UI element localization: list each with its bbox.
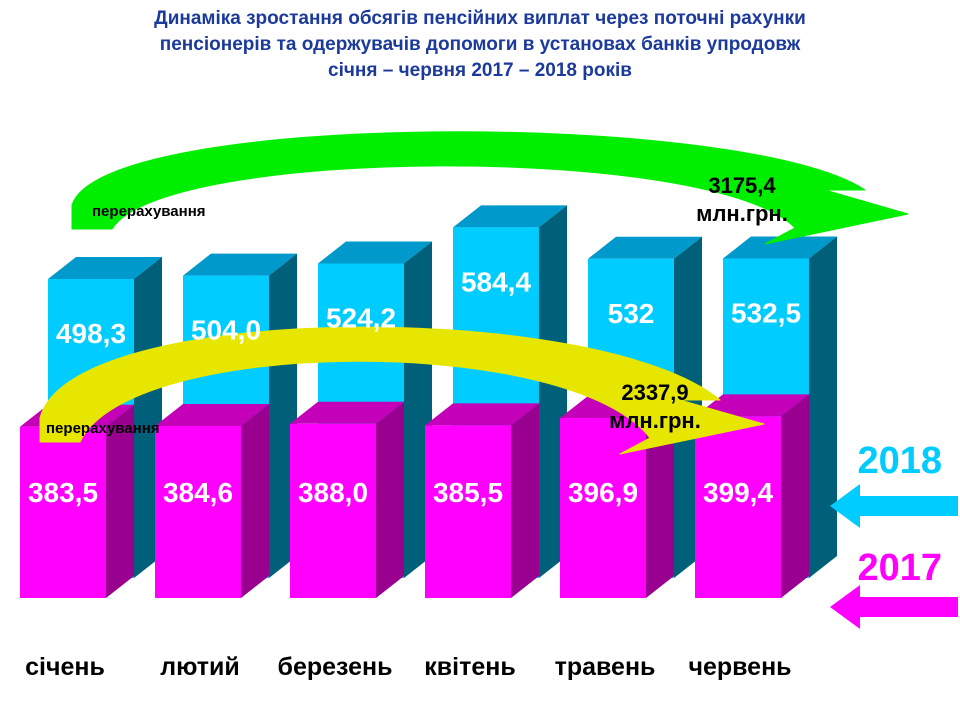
bar-top-face — [723, 236, 837, 259]
legend-label: 2017 — [857, 547, 942, 589]
legend: 2018 2017 — [830, 440, 958, 629]
bar-side-face — [511, 403, 539, 598]
legend-arrow-icon — [830, 484, 958, 528]
bar-top-face — [695, 394, 809, 417]
legend-item-2018: 2018 — [830, 440, 958, 528]
bar-2017-1 — [20, 404, 134, 598]
bar-top-face — [318, 241, 432, 264]
arrows-layer: перерахування3175,4млн.грн.перерахування… — [39, 131, 909, 455]
recalculation-label: перерахування — [46, 420, 160, 437]
legend-item-2017: 2017 — [830, 547, 958, 629]
bar-2017-6 — [695, 394, 809, 598]
total-unit-label: млн.грн. — [696, 201, 788, 226]
bar-side-face — [809, 236, 837, 578]
month-label: травень — [555, 653, 656, 681]
value-label-2018: 504,0 — [191, 315, 261, 346]
bar-top-face — [155, 404, 269, 427]
bar-2017-2 — [155, 404, 269, 598]
value-label-2017: 383,5 — [28, 477, 98, 508]
chart-title-line-1: Динаміка зростання обсягів пенсійних вип… — [154, 8, 806, 29]
bar-2017-4 — [425, 403, 539, 598]
bar-side-face — [376, 401, 404, 598]
total-unit-label: млн.грн. — [609, 408, 701, 433]
legend-arrow-icon — [830, 585, 958, 629]
month-label: червень — [688, 653, 791, 681]
bar-2017-3 — [290, 401, 404, 598]
value-label-2018: 584,4 — [461, 266, 531, 297]
bar-front-face — [20, 426, 106, 598]
bar-front-face — [155, 426, 241, 598]
month-label: березень — [278, 653, 393, 681]
value-label-2017: 385,5 — [433, 477, 503, 508]
bar-side-face — [781, 394, 809, 598]
curved-arrow-shape — [71, 131, 909, 245]
bar-top-face — [453, 205, 567, 228]
value-label-2018: 532,5 — [731, 298, 801, 329]
chart-title-line-3: січня – червня 2017 – 2018 років — [328, 60, 632, 81]
bar-top-face — [183, 253, 297, 276]
bar-top-face — [588, 236, 702, 259]
value-label-2017: 399,4 — [703, 477, 773, 508]
month-label: квітень — [424, 653, 515, 681]
arrow-2017: перерахування 2337,9 млн.грн. — [39, 326, 765, 455]
bar-side-face — [106, 404, 134, 598]
value-label-2017: 384,6 — [163, 477, 233, 508]
bar-front-face — [695, 416, 781, 598]
bar-side-face — [241, 404, 269, 598]
legend-label: 2018 — [857, 440, 942, 482]
arrow-2018: перерахування 3175,4 млн.грн. — [71, 131, 909, 245]
bars-layer — [20, 205, 837, 598]
total-value-label: 2337,9 — [621, 380, 688, 405]
bar-front-face — [290, 423, 376, 598]
recalculation-label: перерахування — [92, 203, 206, 220]
bar-top-face — [425, 403, 539, 426]
total-value-label: 3175,4 — [708, 173, 776, 198]
value-label-2017: 388,0 — [298, 477, 368, 508]
labels-layer: 498,3 504,0 524,2 584,4 532 532,5 383,5 384,6 38… — [25, 266, 801, 681]
bar-front-face — [425, 425, 511, 598]
value-label-2017: 396,9 — [568, 477, 638, 508]
bar-top-face — [290, 401, 404, 424]
bar-top-face — [48, 257, 162, 280]
month-label: січень — [25, 653, 105, 681]
value-label-2018: 532 — [608, 298, 655, 329]
value-label-2018: 498,3 — [56, 318, 126, 349]
bar-front-face — [560, 418, 646, 598]
month-label: лютий — [160, 653, 240, 681]
curved-arrow-shape — [39, 326, 765, 455]
chart-title-line-2: пенсіонерів та одержувачів допомоги в ус… — [159, 34, 801, 55]
value-label-2018: 524,2 — [326, 302, 396, 333]
chart-title: Динаміка зростання обсягів пенсійних вип… — [40, 6, 920, 84]
